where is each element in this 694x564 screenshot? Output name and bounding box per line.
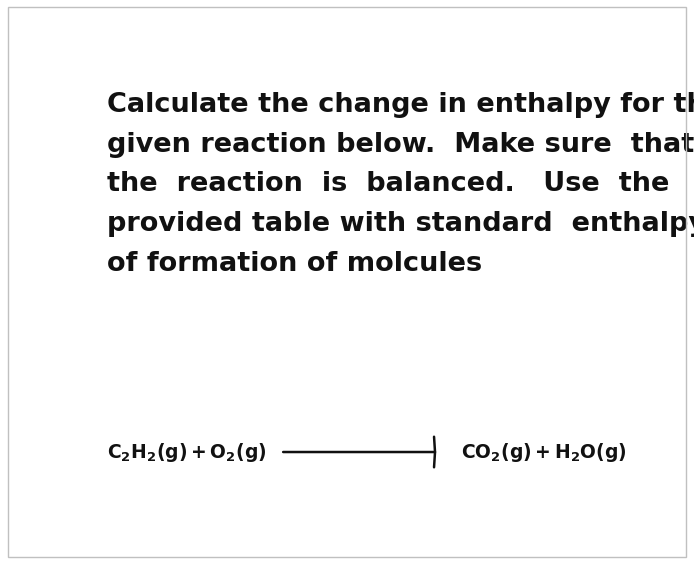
Text: provided table with standard  enthalpy: provided table with standard enthalpy xyxy=(107,212,694,237)
Text: $\mathbf{CO_2(g) + H_2O(g)}$: $\mathbf{CO_2(g) + H_2O(g)}$ xyxy=(461,440,626,464)
Text: given reaction below.  Make sure  that: given reaction below. Make sure that xyxy=(107,131,694,157)
Text: of formation of molcules: of formation of molcules xyxy=(107,252,482,277)
Text: the  reaction  is  balanced.   Use  the: the reaction is balanced. Use the xyxy=(107,171,670,197)
Text: Calculate the change in enthalpy for the: Calculate the change in enthalpy for the xyxy=(107,91,694,117)
Text: $\mathbf{C_2H_2(g) + O_2(g)}$: $\mathbf{C_2H_2(g) + O_2(g)}$ xyxy=(107,440,266,464)
